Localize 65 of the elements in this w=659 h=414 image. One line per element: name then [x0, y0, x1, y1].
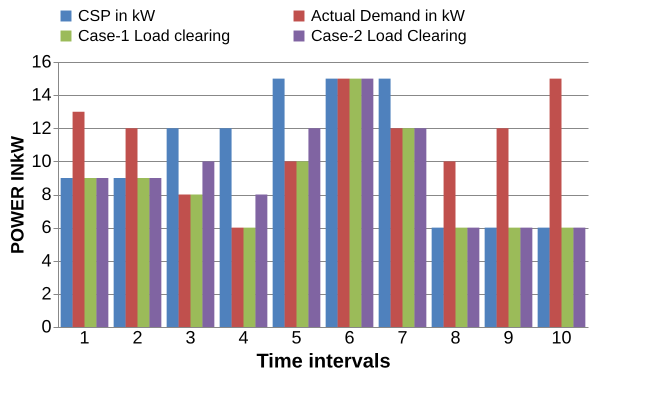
- bar: [296, 161, 308, 327]
- x-axis-title: Time intervals: [256, 350, 391, 372]
- bar: [350, 78, 362, 327]
- bar: [326, 78, 338, 327]
- bar: [244, 228, 256, 327]
- bar: [444, 161, 456, 327]
- x-tick-label: 7: [397, 328, 408, 348]
- bar: [178, 194, 190, 327]
- bar: [338, 78, 350, 327]
- bar: [378, 78, 391, 327]
- bar: [361, 78, 374, 327]
- bar: [284, 161, 296, 327]
- bar: [126, 128, 138, 327]
- y-tick-label: 6: [41, 217, 52, 238]
- bar: [467, 228, 480, 327]
- x-tick-label: 5: [291, 328, 302, 348]
- y-tick-label: 0: [41, 316, 52, 336]
- bar: [402, 128, 414, 327]
- x-tick-label: 1: [79, 328, 90, 348]
- y-tick-label: 4: [41, 250, 52, 270]
- bar: [149, 178, 162, 327]
- x-tick-label: 3: [185, 328, 196, 348]
- bar: [255, 194, 268, 327]
- bar: [432, 228, 444, 327]
- legend-label: CSP in kW: [78, 8, 156, 25]
- bar: [232, 228, 244, 327]
- bar: [390, 128, 402, 327]
- bar: [573, 228, 586, 327]
- bar: [96, 178, 108, 327]
- bar: [308, 128, 320, 327]
- y-tick-label: 8: [41, 184, 52, 204]
- bar: [508, 228, 520, 327]
- legend-label: Actual Demand in kW: [311, 8, 466, 25]
- bar: [496, 128, 508, 327]
- x-tick-label: 8: [450, 328, 461, 348]
- legend-label: Case-1 Load clearing: [78, 28, 230, 45]
- bar: [202, 161, 214, 327]
- x-tick-label: 6: [344, 328, 355, 348]
- y-tick-label: 2: [41, 283, 52, 304]
- y-axis-title: POWER INkW: [7, 136, 28, 254]
- bar: [84, 178, 96, 327]
- bar: [166, 128, 179, 327]
- bar: [538, 228, 550, 327]
- y-tick-label: 14: [31, 84, 52, 105]
- bar: [520, 228, 532, 327]
- x-tick-label: 10: [551, 328, 572, 348]
- bar: [550, 78, 562, 327]
- bar: [272, 78, 285, 327]
- bar: [138, 178, 150, 327]
- bar: [562, 228, 574, 327]
- x-tick-label: 4: [238, 328, 249, 348]
- bar: [414, 128, 426, 327]
- y-tick-label: 10: [31, 150, 52, 171]
- x-tick-label: 9: [503, 328, 514, 348]
- bar: [114, 178, 126, 327]
- bar: [190, 194, 202, 327]
- bar: [456, 228, 468, 327]
- y-tick-label: 12: [31, 118, 52, 138]
- y-tick-label: 16: [31, 52, 52, 72]
- legend-label: Case-2 Load Clearing: [311, 28, 467, 45]
- bar: [220, 128, 232, 327]
- bar: [484, 228, 497, 327]
- x-tick-label: 2: [132, 328, 143, 348]
- bar: [72, 112, 84, 327]
- bar: [60, 178, 73, 327]
